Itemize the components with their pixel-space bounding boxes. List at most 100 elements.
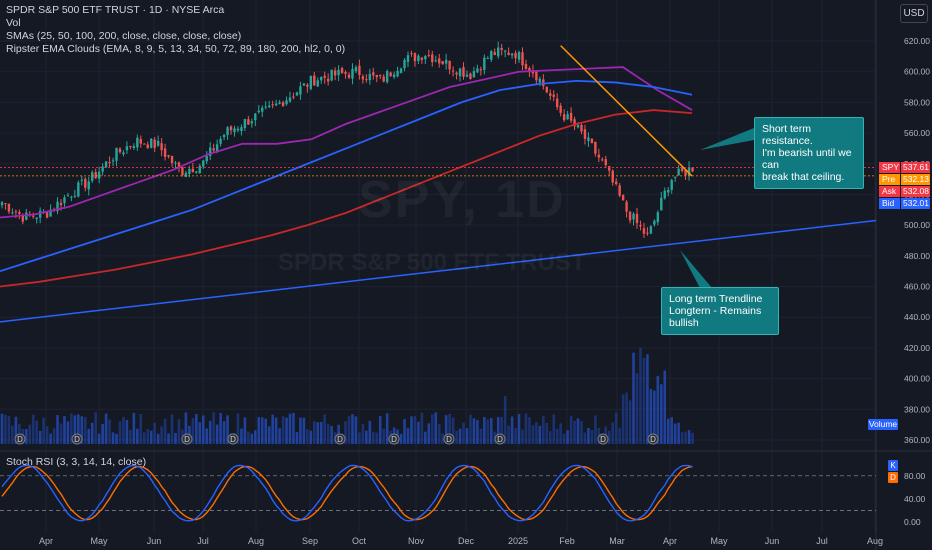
- candle-body: [476, 68, 479, 73]
- volume-bar: [437, 423, 441, 444]
- volume-bar: [122, 417, 125, 444]
- currency-button[interactable]: USD: [900, 4, 928, 23]
- volume-bar: [160, 426, 163, 444]
- symbol-title[interactable]: SPDR S&P 500 ETF TRUST · 1D · NYSE Arca: [6, 4, 225, 16]
- stoch-rsi-title[interactable]: Stoch RSI (3, 3, 14, 14, close): [6, 456, 147, 468]
- dividend-circle: [443, 433, 455, 445]
- volume-bar: [70, 413, 73, 444]
- candle-body: [257, 110, 260, 113]
- candle-body: [566, 114, 569, 120]
- volume-bar: [49, 433, 52, 444]
- volume-bar: [545, 422, 549, 444]
- volume-bar: [306, 429, 309, 444]
- volume-bar: [403, 419, 406, 444]
- volume-bar: [132, 412, 136, 444]
- time-axis-label: Jun: [147, 536, 162, 546]
- candle-body: [18, 211, 21, 215]
- volume-bar: [424, 431, 427, 444]
- volume-bar: [531, 425, 535, 444]
- time-axis-label: Feb: [559, 536, 575, 546]
- volume-bar: [104, 413, 108, 444]
- volume-bar: [660, 384, 663, 444]
- candle-body: [521, 52, 524, 66]
- candle-body: [507, 52, 510, 55]
- trendlines[interactable]: [0, 45, 877, 323]
- volume-bar: [77, 414, 80, 444]
- sma-indicator-label[interactable]: SMAs (25, 50, 100, 200, close, close, cl…: [6, 30, 242, 42]
- volume-bar: [559, 423, 562, 444]
- price-axis-label: 480.00: [904, 251, 930, 261]
- volume-bar: [673, 423, 677, 444]
- candle-body: [399, 68, 403, 73]
- volume-bar: [24, 429, 28, 444]
- candle-body: [80, 179, 84, 181]
- candle-body: [635, 213, 639, 224]
- volume-bar: [118, 421, 122, 444]
- candle-body: [372, 72, 375, 76]
- volume-bar: [406, 427, 410, 444]
- volume-bar: [139, 414, 143, 444]
- volume-bar: [73, 415, 77, 444]
- candle-body: [493, 52, 496, 56]
- volume-bar: [465, 428, 469, 444]
- trendline-callout[interactable]: Long term Trendline Longtern - Remains b…: [661, 287, 779, 335]
- candle-body: [306, 84, 309, 87]
- candle-body: [70, 196, 73, 198]
- volume-bar: [444, 415, 448, 444]
- volume-bar: [611, 422, 615, 444]
- candle-body: [91, 172, 94, 181]
- candle-body: [562, 114, 566, 121]
- volume-bar: [177, 419, 181, 444]
- candle-body: [243, 118, 247, 128]
- dividend-label: D: [74, 435, 80, 444]
- candle-body: [313, 75, 316, 86]
- volume-bar: [528, 417, 531, 444]
- candle-body: [410, 53, 413, 55]
- candle-body: [656, 212, 660, 223]
- price-axis-label: 580.00: [904, 97, 930, 107]
- volume-bar: [476, 420, 479, 444]
- candle-body: [122, 152, 125, 155]
- candle-body: [14, 211, 18, 213]
- candle-body: [691, 167, 694, 172]
- candle-body: [444, 59, 448, 64]
- candle-body: [614, 181, 618, 185]
- rsi-d-badge: D: [888, 472, 898, 483]
- candle-body: [639, 224, 642, 227]
- volume-bar: [455, 430, 458, 444]
- time-axis-label: Aug: [867, 536, 883, 546]
- candle-body: [684, 170, 687, 176]
- dividend-circle: [14, 433, 26, 445]
- candle-body: [4, 203, 7, 205]
- candle-body: [549, 93, 552, 96]
- volume-bar: [375, 432, 379, 444]
- candle-body: [202, 160, 205, 167]
- candle-body: [528, 68, 531, 72]
- dividend-label: D: [391, 435, 397, 444]
- vol-indicator-label[interactable]: Vol: [6, 17, 21, 29]
- volume-bar: [535, 422, 538, 444]
- volume-bar: [646, 354, 649, 444]
- volume-bar: [625, 392, 628, 444]
- candle-body: [212, 148, 215, 151]
- candle-body: [438, 58, 441, 64]
- volume-bar: [42, 417, 45, 444]
- resistance-callout[interactable]: Short term resistance. I'm bearish until…: [754, 117, 864, 189]
- callout-line: break that ceiling.: [762, 171, 845, 183]
- candle-body: [569, 112, 573, 121]
- candle-body: [479, 69, 483, 71]
- volume-bar: [680, 432, 684, 444]
- volume-bar: [66, 421, 70, 444]
- volume-bar: [156, 433, 160, 444]
- candle-body: [195, 171, 198, 173]
- dividend-marker: D: [227, 433, 239, 445]
- ema-cloud-indicator-label[interactable]: Ripster EMA Clouds (EMA, 8, 9, 5, 13, 34…: [6, 43, 346, 55]
- dividend-marker: D: [71, 433, 83, 445]
- candle-body: [472, 71, 476, 78]
- volume-bar: [63, 415, 66, 444]
- time-axis-label: Jul: [197, 536, 209, 546]
- candle-body: [45, 212, 49, 218]
- volume-bar: [666, 418, 670, 444]
- candle-body: [111, 160, 115, 162]
